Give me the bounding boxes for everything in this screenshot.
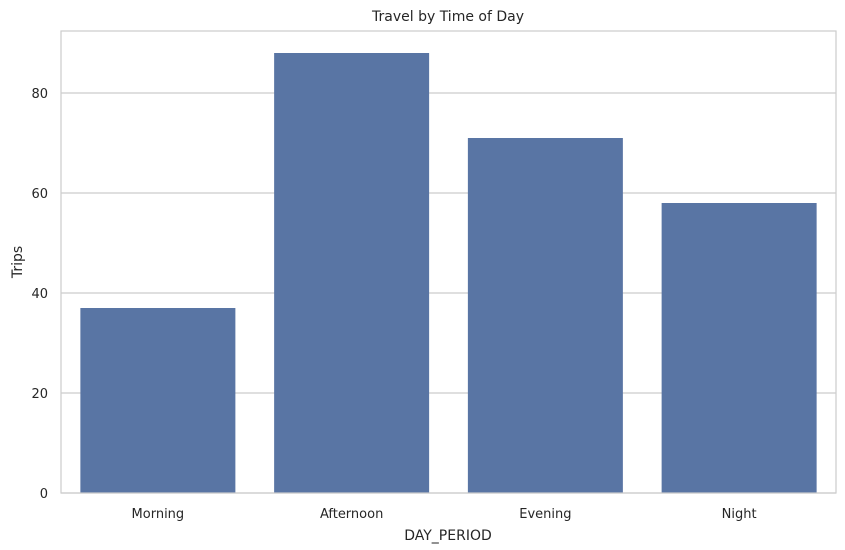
x-tick-label: Evening	[519, 507, 571, 522]
x-tick-label: Morning	[132, 507, 185, 522]
bar-afternoon	[274, 53, 430, 493]
bar-evening	[467, 138, 623, 493]
y-tick-label: 80	[31, 87, 48, 102]
x-tick-labels: Morning Afternoon Evening Night	[132, 507, 757, 522]
plot-frame	[60, 30, 837, 494]
bar-morning	[80, 308, 236, 493]
y-axis-label: Trips	[10, 246, 26, 279]
y-tick-label: 60	[31, 187, 48, 202]
y-tick-label: 20	[31, 387, 48, 402]
bars	[80, 53, 817, 493]
chart-title: Travel by Time of Day	[371, 9, 524, 25]
bar-night	[661, 203, 817, 493]
x-tick-label: Night	[722, 507, 757, 522]
y-tick-label: 0	[40, 487, 48, 502]
y-tick-label: 40	[31, 287, 48, 302]
x-tick-label: Afternoon	[320, 507, 383, 522]
y-tick-labels: 0 20 40 60 80	[31, 87, 48, 502]
x-axis-label: DAY_PERIOD	[404, 528, 492, 544]
